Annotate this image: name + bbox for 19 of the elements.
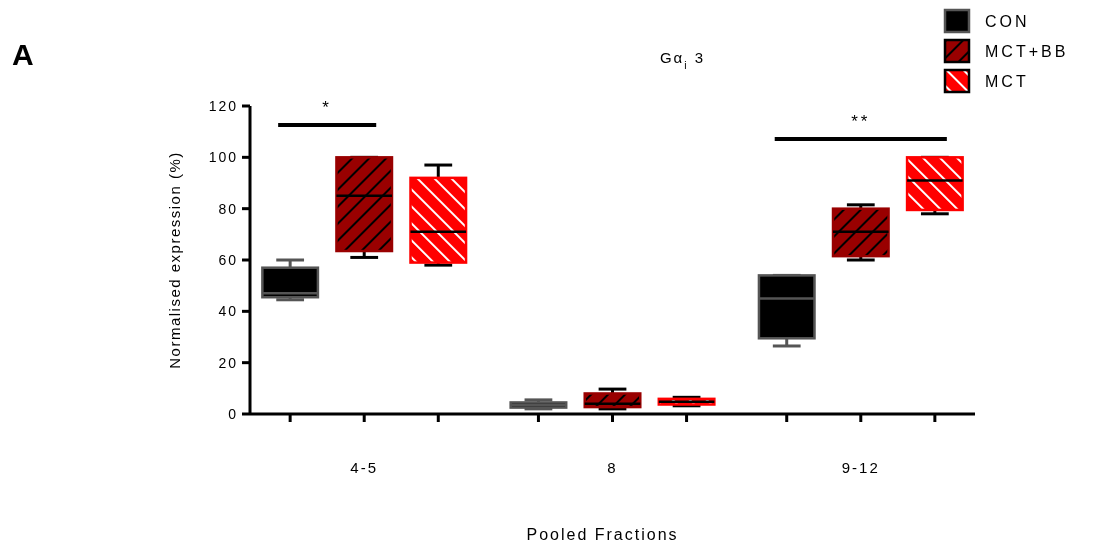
- y-tick-label: 80: [218, 200, 238, 217]
- legend-label: MCT: [985, 72, 1029, 90]
- annotation: *: [322, 98, 332, 117]
- text: A: [12, 38, 34, 71]
- y-tick-label: 60: [218, 251, 238, 268]
- y-tick-label: 40: [218, 303, 238, 320]
- x-tick-label: 9-12: [841, 459, 880, 476]
- y-tick-label: 0: [228, 405, 238, 422]
- x-axis-title: Pooled Fractions: [526, 526, 679, 543]
- y-tick-label: 20: [218, 354, 238, 371]
- x-tick-label: 4-5: [350, 459, 379, 476]
- x-tick-label: 8: [607, 459, 618, 476]
- annotation: **: [851, 112, 871, 131]
- y-tick-label: 120: [208, 97, 238, 114]
- chart-title: Gα$_{i}$ 3: [659, 49, 706, 71]
- legend-label: CON: [985, 12, 1030, 30]
- y-tick-label: 100: [208, 149, 238, 166]
- legend-label: MCT+BB: [985, 42, 1069, 60]
- y-axis-title: Normalised expression (%): [166, 151, 183, 369]
